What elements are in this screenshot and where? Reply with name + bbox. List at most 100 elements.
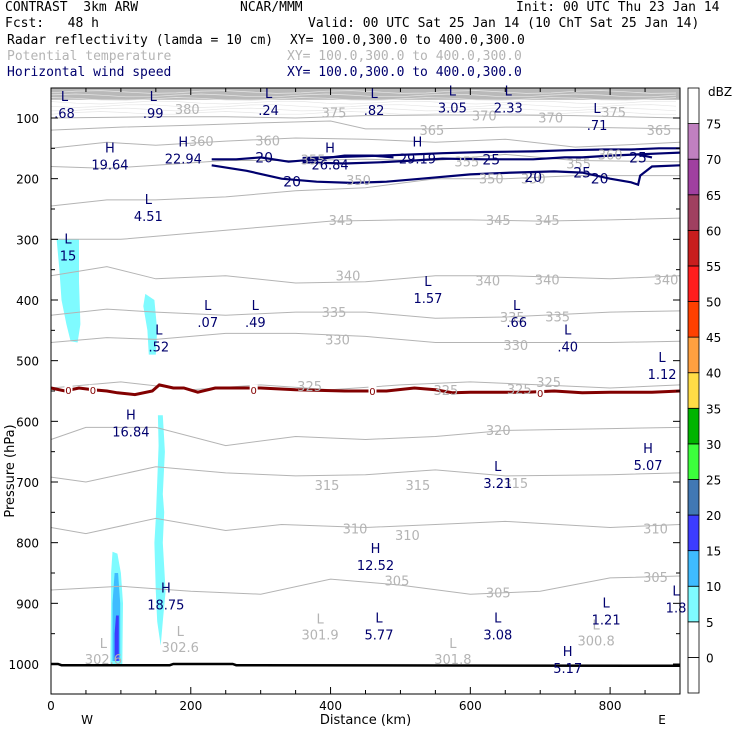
wind-extremum-value: .82 [364, 104, 385, 119]
theta-label: 325 [297, 380, 322, 395]
colorbar-swatch [687, 407, 700, 445]
wind-extremum-value: .71 [587, 119, 608, 134]
org-label: NCAR/MMM [240, 0, 303, 15]
wind-contour-label: 25 [573, 166, 591, 182]
theta-contour-360 [50, 137, 681, 149]
colorbar-swatch [687, 550, 700, 587]
wind-extremum-type: H [105, 141, 115, 156]
colorbar-level-label: 30 [706, 438, 721, 452]
y-tick-label: 500 [16, 355, 39, 369]
theta-label: 340 [654, 273, 679, 288]
y-tick-label: 400 [16, 294, 39, 308]
surface-line [51, 662, 681, 668]
theta-band-line [50, 107, 677, 112]
wind-extremum-value: 3.21 [483, 477, 512, 492]
colorbar-swatch [687, 265, 700, 302]
theta-label: 360 [598, 148, 623, 163]
reflectivity-cell-5dbz [56, 239, 81, 343]
wind-contours [211, 147, 681, 187]
wind-extremum-value: 1.8 [666, 601, 687, 616]
colorbar-level-label: 45 [706, 331, 721, 345]
wind-extremum-value: .40 [557, 340, 578, 355]
theta-extremum-value: 300.8 [578, 635, 615, 650]
field-theta-xy: XY= 100.0,300.0 to 400.0,300.0 [287, 49, 522, 64]
colorbar-level-label: 15 [706, 545, 721, 559]
wind-extremum-type: L [204, 299, 212, 314]
theta-label: 380 [175, 103, 200, 118]
theta-contour-305 [50, 575, 681, 595]
colorbar-level-label: 10 [706, 580, 721, 594]
theta-label: 335 [545, 310, 570, 325]
wind-extremum-type: L [513, 299, 521, 314]
theta-band-line [50, 111, 677, 115]
theta-label: 305 [486, 586, 511, 601]
y-tick-label: 200 [16, 173, 39, 187]
wind-extremum-type: H [126, 408, 136, 423]
wind-extremum-value: .66 [506, 316, 527, 331]
wind-extremum-value: 1.12 [648, 368, 677, 383]
wind-extremum-type: H [413, 135, 423, 150]
theta-band-line [50, 100, 677, 105]
wind-extremum-type: L [658, 351, 666, 366]
theta-contours [50, 114, 681, 595]
theta-contour-345 [51, 217, 681, 240]
x-tick-label: 600 [459, 699, 482, 713]
y-tick-label: 100 [16, 112, 39, 126]
theta-extremum-value: 302.6 [162, 641, 199, 656]
theta-extremum-type: L [316, 613, 324, 628]
wind-extremum-type: L [564, 323, 572, 338]
zero-label-bg [64, 384, 73, 395]
colorbar-swatch [687, 301, 700, 338]
colorbar-level-label: 50 [706, 296, 721, 310]
theta-label: 340 [336, 270, 361, 285]
wind-extremum-value: 22.94 [165, 152, 202, 167]
field-wind-name: Horizontal wind speed [7, 65, 172, 80]
wind-contour-label: 25 [629, 150, 647, 166]
wind-extremum-value: 1.21 [592, 613, 621, 628]
wind-extremum-type: L [370, 87, 378, 102]
theta-label: 330 [503, 339, 528, 354]
wind-extremum-type: H [643, 442, 653, 457]
wind-contour-25 [637, 153, 653, 159]
theta-label: 360 [255, 134, 280, 149]
reflectivity-cell-15dbz [114, 615, 119, 661]
theta-label: 325 [433, 384, 458, 399]
theta-band-line [50, 90, 677, 94]
theta-label: 315 [406, 479, 431, 494]
theta-band-line [50, 93, 677, 98]
colorbar-level-label: 40 [706, 367, 721, 381]
wind-extremum-type: L [64, 232, 72, 247]
wind-extremum-value: 15 [60, 249, 77, 264]
field-reflectivity-xy: XY= 100.0,300.0 to 400.0,300.0 [290, 33, 525, 48]
theta-label: 325 [536, 376, 561, 391]
wind-extremum-value: 26.84 [311, 158, 348, 173]
x-end-label-west: W [81, 713, 93, 727]
colorbar-swatch [687, 514, 700, 552]
theta-label: 360 [189, 135, 214, 150]
theta-label: 310 [343, 523, 368, 538]
colorbar-title: dBZ [708, 85, 732, 99]
theta-band-line [50, 97, 677, 101]
theta-contour-365 [50, 120, 681, 131]
colorbar-level-label: 70 [706, 153, 721, 167]
zero-label-bg [88, 384, 97, 395]
colorbar-swatch [687, 158, 700, 196]
x-end-label-east: E [658, 713, 666, 727]
theta-label: 325 [507, 383, 532, 398]
colorbar-level-label: 75 [706, 118, 721, 132]
theta-label: 370 [538, 111, 563, 126]
colorbar-level-label: 5 [706, 616, 714, 630]
colorbar-level-label: 35 [706, 402, 721, 416]
theta-extremum-type: L [177, 625, 185, 640]
theta-label: 350 [521, 173, 546, 188]
forecast-hour: Fcst: 48 h [5, 16, 99, 31]
field-wind-xy: XY= 100.0,300.0 to 400.0,300.0 [287, 65, 522, 80]
theta-label: 365 [419, 124, 444, 139]
wind-extremum-value: 12.52 [357, 559, 394, 574]
theta-extremum-value: 301.9 [301, 629, 338, 644]
upper-theta-band [50, 88, 680, 115]
wind-extremum-type: L [252, 299, 260, 314]
colorbar-level-label: 20 [706, 509, 721, 523]
x-tick-label: 0 [47, 699, 55, 713]
